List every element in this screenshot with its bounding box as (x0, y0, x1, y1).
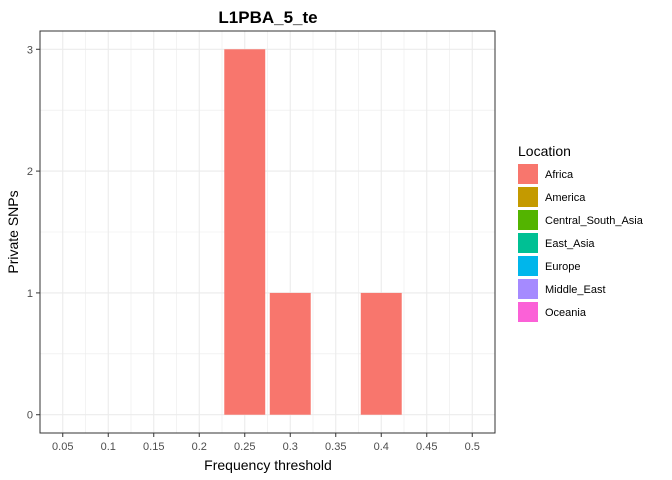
legend: Location Africa America Central_South_Asia… (518, 143, 644, 322)
legend-swatch-middle-east (518, 279, 538, 299)
legend-swatch-america (518, 187, 538, 207)
legend-label: Central_South_Asia (545, 215, 644, 227)
legend-swatch-east-asia (518, 233, 538, 253)
y-axis-title: Private SNPs (5, 190, 21, 273)
bar-africa (224, 49, 266, 415)
x-axis: 0.05 0.1 0.15 0.2 0.25 0.3 0.35 0.4 0.45 0.5 (52, 433, 480, 453)
y-axis: 0 1 2 3 (27, 44, 40, 422)
legend-label: Oceania (545, 307, 587, 319)
x-tick-label: 0.15 (143, 441, 164, 453)
x-tick-label: 0.05 (52, 441, 73, 453)
grid-lines (40, 31, 495, 433)
y-tick-label: 1 (27, 288, 33, 300)
legend-label: Middle_East (545, 284, 606, 296)
chart-title: L1PBA_5_te (218, 8, 317, 27)
bars (224, 49, 402, 415)
y-tick-label: 0 (27, 410, 33, 422)
x-axis-title: Frequency threshold (204, 457, 332, 473)
legend-label: East_Asia (545, 238, 595, 250)
legend-swatch-africa (518, 164, 538, 184)
x-tick-label: 0.35 (325, 441, 346, 453)
plot-area (39, 30, 496, 434)
x-tick-label: 0.45 (416, 441, 437, 453)
y-tick-label: 2 (27, 166, 33, 178)
x-tick-label: 0.1 (101, 441, 116, 453)
x-tick-label: 0.5 (465, 441, 480, 453)
plot-border (39, 30, 496, 434)
legend-label: Europe (545, 261, 580, 273)
x-tick-label: 0.3 (283, 441, 298, 453)
x-tick-label: 0.4 (374, 441, 389, 453)
y-tick-label: 3 (27, 44, 33, 56)
bar-africa (360, 292, 402, 415)
legend-swatch-europe (518, 256, 538, 276)
x-tick-label: 0.2 (192, 441, 207, 453)
legend-items: Africa America Central_South_Asia East_Asia… (518, 164, 644, 322)
legend-title: Location (518, 143, 571, 159)
legend-swatch-central-south-asia (518, 210, 538, 230)
legend-label: Africa (545, 169, 574, 181)
x-tick-label: 0.25 (234, 441, 255, 453)
legend-swatch-oceania (518, 302, 538, 322)
legend-label: America (545, 192, 586, 204)
bar-africa (269, 292, 311, 415)
